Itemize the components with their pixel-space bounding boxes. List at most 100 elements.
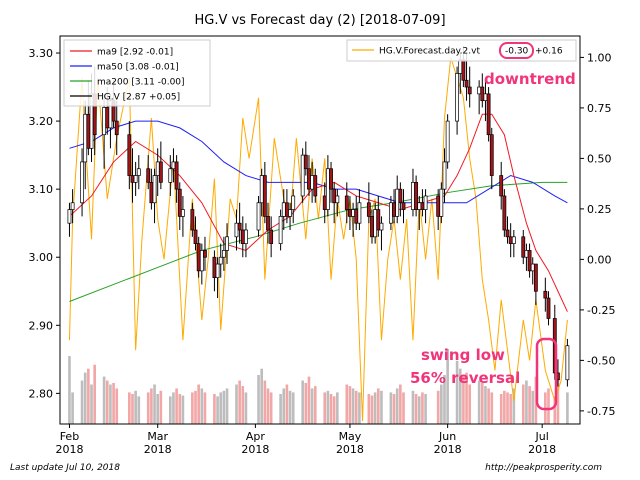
volume-bar <box>105 380 109 424</box>
y-left-tick-label: 2.90 <box>29 319 54 332</box>
candle-body <box>348 209 352 217</box>
candle-body <box>395 188 400 217</box>
volume-bar <box>301 380 304 424</box>
candle-body <box>461 59 466 81</box>
candle-body <box>373 209 378 238</box>
candle-body <box>102 107 107 136</box>
candle-body <box>155 161 160 176</box>
candle-body <box>322 195 327 210</box>
volume-bar <box>446 348 449 424</box>
volume-bar <box>487 388 490 424</box>
volume-bar <box>291 392 295 424</box>
volume-bar <box>399 384 402 424</box>
candle-body <box>414 182 419 210</box>
candle-body <box>244 229 248 244</box>
candle-body <box>401 202 406 210</box>
candle-body <box>70 202 75 210</box>
y-left-tick-label: 3.20 <box>29 115 54 128</box>
volume-bar <box>260 368 264 424</box>
chart-title: HG.V vs Forecast day (2) [2018-07-09] <box>194 13 445 28</box>
candle-body <box>370 216 374 238</box>
candle-body <box>379 222 384 231</box>
candle-body <box>354 209 359 224</box>
candle-body <box>218 256 223 265</box>
volume-bar <box>512 388 516 424</box>
candle-body <box>329 168 333 190</box>
volume-bar <box>112 382 115 424</box>
candle-body <box>310 175 315 190</box>
volume-bar <box>458 368 462 424</box>
volume-bar <box>354 390 358 424</box>
volume-bar <box>380 390 383 424</box>
candle-body <box>288 209 292 217</box>
x-tick-year: 2018 <box>55 443 83 456</box>
volume-bar <box>175 388 178 424</box>
candle-body <box>190 209 195 231</box>
y-left-tick-label: 3.10 <box>29 183 54 196</box>
y-right-tick-label: -0.50 <box>587 354 615 367</box>
y-right-tick-label: -0.25 <box>587 304 615 317</box>
volume-bar <box>313 386 317 424</box>
candle-body <box>303 154 308 170</box>
volume-bar <box>336 392 339 424</box>
footer-source-url: http://peakprosperity.com <box>485 463 602 473</box>
y-right-tick-label: 0.50 <box>587 152 612 165</box>
candle-body <box>458 59 463 74</box>
candle-body <box>357 202 362 224</box>
volume-bar <box>556 376 560 424</box>
x-tick-year: 2018 <box>336 443 364 456</box>
volume-bar <box>531 390 535 424</box>
x-tick-label: Feb <box>60 430 79 443</box>
candle-body <box>508 236 513 244</box>
candle-body <box>203 250 207 258</box>
candle-body <box>281 202 286 217</box>
candle-body <box>285 202 289 217</box>
candle-body <box>398 188 403 204</box>
candle-body <box>177 188 182 217</box>
candle-body <box>411 182 415 210</box>
volume-bar <box>71 392 74 424</box>
candle-body <box>543 290 548 299</box>
volume-bar <box>329 393 333 424</box>
candle-body <box>80 161 84 204</box>
volume-bar <box>402 392 405 424</box>
candle-body <box>546 297 551 319</box>
candle-body <box>196 243 201 272</box>
candle-body <box>300 154 305 197</box>
volume-bar <box>257 375 260 424</box>
annotations: downtrend swing low 56% reversal <box>410 70 576 411</box>
candle-body <box>67 209 72 224</box>
candle-body <box>486 93 491 136</box>
volume-bar <box>216 396 219 424</box>
candle-body <box>511 236 516 244</box>
candle-body <box>420 202 425 210</box>
volume-bar <box>443 375 446 424</box>
candle-body <box>480 86 485 102</box>
volume-bar <box>197 384 200 424</box>
volume-bar <box>68 356 71 424</box>
volume-bar <box>238 380 241 424</box>
volume-bar <box>225 388 229 424</box>
candle-body <box>149 182 154 204</box>
volume-bar <box>367 393 371 424</box>
y-right-tick-label: 0.00 <box>587 253 612 266</box>
volume-bar <box>455 360 459 424</box>
volume-bar <box>348 386 352 424</box>
volume-bar <box>521 384 525 424</box>
volume-bar <box>156 393 160 424</box>
volume-bar <box>191 392 194 424</box>
candle-body <box>114 120 119 136</box>
candle-body <box>171 161 176 170</box>
volume-bar <box>282 388 286 424</box>
volume-bar <box>146 392 150 424</box>
volume-bar <box>203 392 207 424</box>
x-tick-label: Jun <box>438 430 456 443</box>
legend-label-ma200: ma200 [3.11 -0.00] <box>97 78 185 88</box>
legend-right-box <box>346 39 577 62</box>
volume-bar <box>480 382 484 424</box>
volume-bar <box>462 376 465 424</box>
candle-body <box>477 86 482 95</box>
candle-body <box>436 195 441 217</box>
volume-bar <box>194 390 197 424</box>
